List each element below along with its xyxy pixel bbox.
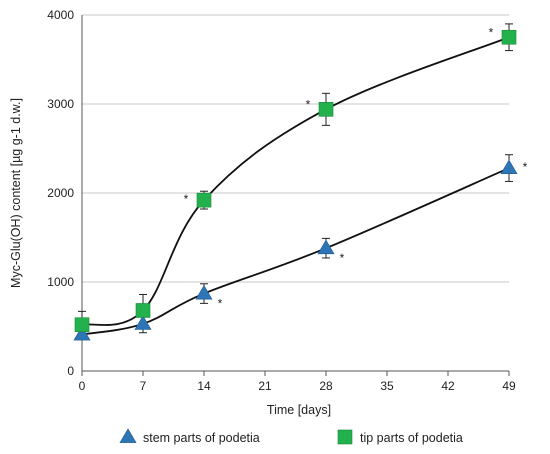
data-point [73, 325, 91, 341]
y-axis-title: Myc-Glu(OH) content [µg g-1 d.w.] [9, 98, 23, 288]
x-tick-label: 7 [140, 379, 147, 393]
significance-star: * [184, 192, 189, 206]
x-axis-title: Time [days] [267, 403, 331, 417]
error-bars [78, 23, 513, 339]
series-curves [81, 36, 510, 336]
tick-labels: 0 1000 2000 3000 4000 0 7 14 21 28 35 42 49 [47, 8, 516, 393]
y-tick-label: 4000 [47, 8, 74, 22]
data-point [317, 239, 335, 255]
data-point [501, 29, 517, 45]
legend: stem parts of podetia tip parts of podeti… [119, 428, 463, 445]
legend-label: tip parts of podetia [360, 431, 463, 445]
y-tick-label: 1000 [47, 275, 74, 289]
y-tick-label: 2000 [47, 186, 74, 200]
y-tick-label: 0 [67, 364, 74, 378]
data-point [500, 159, 518, 174]
data-point [134, 315, 152, 330]
x-tick-label: 21 [258, 379, 272, 393]
x-tick-label: 49 [502, 379, 516, 393]
significance-star: * [306, 97, 311, 111]
significance-star: * [489, 25, 494, 39]
legend-triangle-icon [119, 428, 137, 443]
x-tick-label: 28 [319, 379, 333, 393]
x-tick-label: 42 [441, 379, 455, 393]
legend-square-icon [337, 429, 353, 445]
x-tick-label: 14 [197, 379, 211, 393]
y-tick-label: 3000 [47, 97, 74, 111]
data-point [196, 192, 212, 208]
significance-star: * [340, 251, 345, 265]
data-point [195, 284, 213, 300]
significance-marks: * * * * * * [184, 25, 528, 310]
grid-lines [82, 14, 509, 283]
significance-star: * [523, 160, 528, 174]
x-tick-label: 0 [79, 379, 86, 393]
data-point [318, 102, 334, 117]
x-tick-label: 35 [380, 379, 394, 393]
data-point [135, 303, 151, 318]
significance-star: * [218, 297, 223, 311]
data-point [74, 317, 90, 333]
legend-label: stem parts of podetia [143, 431, 260, 445]
data-markers [73, 29, 518, 341]
